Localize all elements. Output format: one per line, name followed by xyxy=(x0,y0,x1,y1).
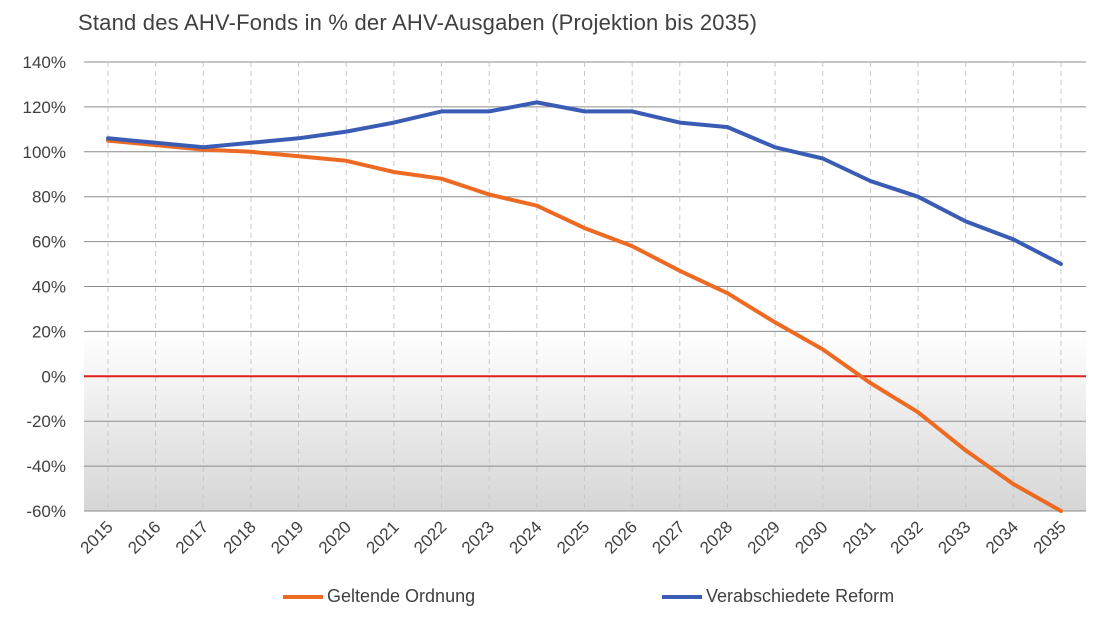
x-tick-label: 2026 xyxy=(601,517,641,557)
chart-title: Stand des AHV-Fonds in % der AHV-Ausgabe… xyxy=(78,10,758,35)
y-tick-label: 40% xyxy=(32,278,66,297)
y-axis-ticks: -60% -40% -20% 0% 20% 40% 60% 80% 100% 120% 140% xyxy=(23,53,66,521)
legend-item-verabschiedete-reform: Verabschiedete Reform xyxy=(662,586,894,607)
x-tick-label: 2017 xyxy=(172,517,212,557)
legend-item-geltende-ordnung: Geltende Ordnung xyxy=(283,586,475,607)
legend-swatch xyxy=(283,594,323,599)
series-lines xyxy=(106,100,1063,513)
series-line xyxy=(106,138,1063,513)
x-tick-label: 2016 xyxy=(124,517,164,557)
series-1 xyxy=(106,100,1063,266)
x-tick-label: 2018 xyxy=(220,517,260,557)
x-tick-label: 2030 xyxy=(791,517,831,557)
y-tick-label: 140% xyxy=(23,53,66,72)
y-tick-label: 80% xyxy=(32,188,66,207)
x-tick-label: 2028 xyxy=(696,517,736,557)
x-tick-label: 2021 xyxy=(363,517,403,557)
x-tick-label: 2025 xyxy=(553,517,593,557)
x-tick-label: 2023 xyxy=(458,517,498,557)
y-tick-label: -60% xyxy=(26,502,66,521)
x-tick-label: 2020 xyxy=(315,517,355,557)
series-line xyxy=(106,100,1063,266)
x-tick-label: 2029 xyxy=(744,517,784,557)
x-tick-label: 2034 xyxy=(982,517,1022,557)
x-tick-label: 2022 xyxy=(410,517,450,557)
y-tick-label: 60% xyxy=(32,233,66,252)
x-axis-ticks: 2015 2016 2017 2018 2019 2020 2021 2022 2023 2024… xyxy=(77,517,1070,557)
legend-label: Geltende Ordnung xyxy=(327,586,476,606)
legend-swatch xyxy=(662,594,702,599)
x-tick-label: 2024 xyxy=(505,517,545,557)
x-tick-label: 2015 xyxy=(77,517,117,557)
x-tick-label: 2032 xyxy=(887,517,927,557)
x-tick-label: 2035 xyxy=(1030,517,1070,557)
x-tick-label: 2019 xyxy=(267,517,307,557)
x-tick-label: 2033 xyxy=(934,517,974,557)
y-tick-label: 20% xyxy=(32,322,66,341)
y-tick-label: 100% xyxy=(23,143,66,162)
y-tick-label: 0% xyxy=(41,367,66,386)
x-tick-label: 2031 xyxy=(839,517,879,557)
x-tick-label: 2027 xyxy=(648,517,688,557)
series-0 xyxy=(106,138,1063,513)
y-tick-label: 120% xyxy=(23,98,66,117)
y-tick-label: -40% xyxy=(26,457,66,476)
legend-label: Verabschiedete Reform xyxy=(706,586,895,606)
y-tick-label: -20% xyxy=(26,412,66,431)
